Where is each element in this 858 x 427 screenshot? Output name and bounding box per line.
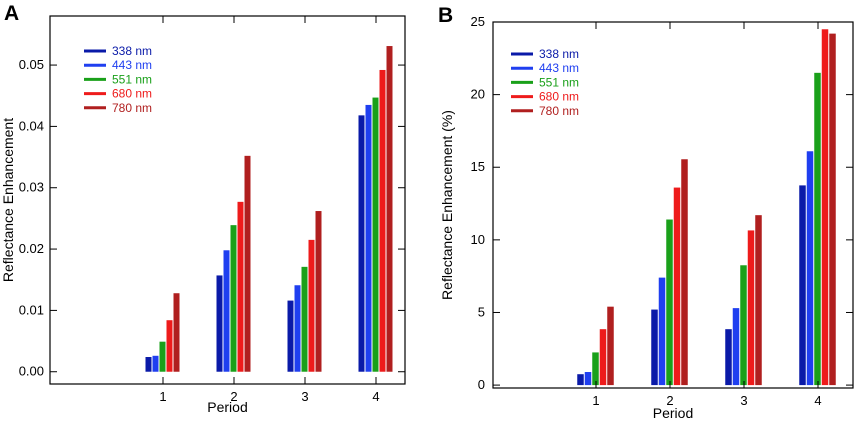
bar-551-nm-period-4 — [372, 97, 379, 372]
bar-680-nm-period-1 — [599, 329, 607, 386]
x-tick-label: 1 — [592, 393, 599, 408]
x-tick-label: 1 — [159, 389, 166, 404]
bar-780-nm-period-1 — [173, 293, 180, 372]
bar-680-nm-period-2 — [673, 187, 681, 386]
y-tick-label: 0 — [478, 377, 485, 392]
x-axis-title: Period — [653, 405, 693, 421]
y-tick-label: 20 — [471, 87, 485, 102]
y-tick-label: 0.05 — [19, 57, 44, 72]
y-tick-label: 0.04 — [19, 118, 44, 133]
x-axis-title: Period — [207, 399, 247, 415]
bar-443-nm-period-3 — [294, 285, 301, 372]
bar-780-nm-period-4 — [386, 46, 393, 372]
bar-551-nm-period-3 — [301, 266, 308, 372]
plot-frame — [49, 15, 406, 385]
panel-a: A 0.00 0.01 0.02 0.03 0.04 0.05 1 2 3 4 Period Refle… — [0, 2, 406, 415]
legend-label: 338 nm — [539, 47, 579, 61]
y-tick-label: 0.00 — [19, 364, 44, 379]
legend-label: 551 nm — [112, 72, 152, 86]
legend-label: 443 nm — [539, 61, 579, 75]
x-tick-label: 2 — [666, 393, 673, 408]
panel-b: B 0 5 10 15 20 25 1 2 3 4 Period Reflectance Enhance… — [438, 4, 854, 421]
bar-443-nm-period-1 — [584, 372, 592, 386]
bar-680-nm-period-3 — [308, 239, 315, 372]
bar-680-nm-period-4 — [821, 29, 829, 386]
bar-443-nm-period-4 — [365, 104, 372, 372]
bar-338-nm-period-1 — [577, 374, 584, 386]
bar-551-nm-period-2 — [230, 225, 237, 372]
bar-551-nm-period-3 — [740, 265, 747, 386]
bar-780-nm-period-1 — [607, 306, 614, 386]
plot-frame — [492, 21, 854, 389]
bar-443-nm-period-4 — [806, 151, 814, 386]
bar-443-nm-period-2 — [658, 277, 666, 386]
bar-338-nm-period-4 — [358, 115, 365, 372]
bar-680-nm-period-3 — [747, 230, 755, 386]
bar-780-nm-period-3 — [755, 215, 762, 386]
bar-338-nm-period-3 — [287, 300, 294, 372]
bar-551-nm-period-1 — [159, 341, 166, 372]
legend-label: 780 nm — [539, 104, 579, 118]
y-tick-label: 0.01 — [19, 302, 44, 317]
legend-label: 680 nm — [539, 90, 579, 104]
bar-551-nm-period-4 — [814, 72, 821, 386]
bar-680-nm-period-1 — [166, 320, 173, 372]
bar-551-nm-period-1 — [592, 352, 599, 386]
y-tick-label: 15 — [471, 159, 485, 174]
bar-680-nm-period-2 — [237, 201, 244, 372]
bar-680-nm-period-4 — [379, 69, 386, 372]
y-tick-label: 0.03 — [19, 180, 44, 195]
legend-label: 780 nm — [112, 101, 152, 115]
bar-780-nm-period-4 — [829, 33, 836, 386]
y-tick-label: 25 — [471, 14, 485, 29]
y-axis-title: Reflectance Enhancement — [0, 118, 16, 282]
bar-338-nm-period-2 — [651, 309, 658, 386]
bar-338-nm-period-3 — [725, 329, 732, 386]
bar-443-nm-period-1 — [152, 355, 159, 372]
x-tick-label: 4 — [814, 393, 821, 408]
bar-338-nm-period-1 — [145, 357, 152, 372]
legend-label: 443 nm — [112, 58, 152, 72]
panel-label: A — [4, 2, 19, 25]
legend-label: 680 nm — [112, 87, 152, 101]
bar-338-nm-period-4 — [799, 185, 806, 386]
bar-780-nm-period-3 — [315, 211, 322, 372]
x-tick-label: 3 — [740, 393, 747, 408]
x-tick-label: 4 — [372, 389, 379, 404]
y-tick-label: 5 — [478, 304, 485, 319]
legend-label: 551 nm — [539, 75, 579, 89]
x-tick-label: 3 — [301, 389, 308, 404]
bar-443-nm-period-2 — [223, 250, 230, 372]
bar-780-nm-period-2 — [244, 155, 251, 372]
y-axis-title: Reflectance Enhancement (%) — [439, 110, 455, 300]
y-tick-label: 10 — [471, 232, 485, 247]
bar-551-nm-period-2 — [666, 219, 673, 386]
bar-780-nm-period-2 — [681, 159, 688, 386]
y-tick-label: 0.02 — [19, 241, 44, 256]
bar-338-nm-period-2 — [216, 275, 223, 372]
legend-label: 338 nm — [112, 44, 152, 58]
x-tick-label: 2 — [230, 389, 237, 404]
bar-443-nm-period-3 — [732, 308, 740, 386]
panel-label: B — [438, 4, 453, 27]
